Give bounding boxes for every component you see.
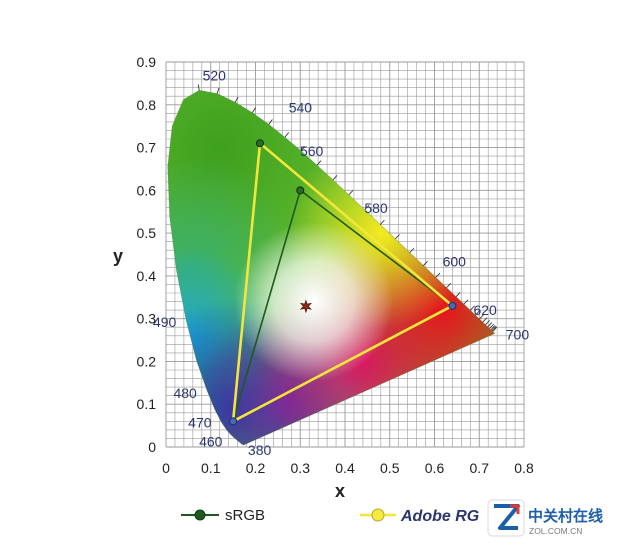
y-axis-title: y — [113, 246, 123, 266]
y-tick-label: 0.9 — [137, 54, 157, 70]
x-tick-label: 0.2 — [246, 460, 266, 476]
y-tick-label: 0.7 — [137, 140, 157, 156]
locus-tick — [492, 326, 498, 332]
wavelength-label-480: 480 — [173, 385, 197, 401]
locus-tick — [409, 247, 415, 253]
x-tick-label: 0.3 — [291, 460, 311, 476]
locus-tick — [395, 234, 400, 240]
locus-tick — [216, 87, 220, 94]
x-axis-title: x — [335, 481, 345, 501]
locus-tick — [234, 96, 239, 103]
x-tick-label: 0.6 — [425, 460, 445, 476]
axis-tick-labels: 0 0.1 0.2 0.3 0.4 0.5 0.6 0.7 0.8 0 0.1 0.2 0.3 0.4 0.… — [137, 54, 534, 476]
locus-tick — [423, 260, 428, 266]
y-tick-label: 0.5 — [137, 225, 157, 241]
locus-tick — [489, 323, 494, 329]
locus-tick — [251, 107, 256, 113]
wavelength-label-600: 600 — [443, 254, 467, 270]
wavelength-label-700: 700 — [506, 327, 530, 343]
wavelength-label-560: 560 — [300, 143, 324, 159]
locus-tick — [316, 160, 322, 166]
primary-points — [229, 139, 457, 426]
x-tick-label: 0.7 — [470, 460, 490, 476]
y-tick-label: 0.2 — [137, 353, 157, 369]
legend-adobe-marker — [371, 508, 385, 522]
locus-tick — [379, 219, 385, 225]
legend-srgb-marker — [194, 509, 206, 521]
gamut-triangles — [231, 142, 454, 423]
locus-tick — [364, 205, 370, 210]
srgb-green-primary-point — [296, 186, 305, 195]
red-primary-point — [448, 301, 457, 310]
zol-logo-icon — [487, 499, 525, 537]
y-tick-label: 0.4 — [137, 268, 157, 284]
wavelength-label-380: 380 — [248, 442, 272, 458]
legend: sRGB Adobe RG — [181, 507, 479, 525]
x-tick-label: 0.4 — [335, 460, 355, 476]
locus-tick — [482, 317, 488, 323]
locus-tick — [348, 190, 354, 196]
y-tick-label: 0.8 — [137, 97, 157, 113]
y-tick-label: 0.3 — [137, 311, 157, 327]
locus-tick — [485, 320, 490, 325]
wavelength-labels: 380 460 470 480 490 520 540 560 580 600 620 700 — [153, 67, 529, 458]
legend-adobe-label: Adobe RG — [400, 508, 479, 525]
legend-item-srgb: sRGB — [181, 507, 265, 524]
y-tick-label: 0.1 — [137, 396, 157, 412]
locus-tick — [435, 272, 441, 278]
watermark-en: ZOL.COM.CN — [529, 526, 582, 536]
blue-primary-point — [229, 417, 238, 426]
locus-tick — [491, 326, 497, 332]
y-tick-label: 0 — [148, 439, 156, 455]
legend-item-adobe: Adobe RG — [360, 508, 479, 525]
adobe-green-primary-point — [255, 139, 264, 148]
y-tick-label: 0.6 — [137, 182, 157, 198]
wavelength-label-580: 580 — [364, 200, 388, 216]
locus-tick — [268, 119, 273, 125]
x-tick-label: 0 — [162, 460, 170, 476]
locus-tick — [332, 175, 338, 181]
x-tick-label: 0.5 — [380, 460, 400, 476]
wavelength-label-620: 620 — [473, 302, 497, 318]
x-tick-label: 0.1 — [201, 460, 221, 476]
wavelength-label-470: 470 — [188, 414, 212, 430]
wavelength-label-490: 490 — [153, 314, 177, 330]
x-tick-label: 0.8 — [514, 460, 534, 476]
locus-tick — [470, 305, 475, 311]
locus-tick — [487, 322, 493, 328]
wavelength-label-520: 520 — [203, 67, 227, 83]
locus-tick — [490, 325, 496, 331]
white-point-marker — [299, 299, 312, 314]
locus-tick — [300, 146, 306, 152]
locus-tick — [455, 292, 461, 297]
triangle-adobe-rgb — [231, 142, 454, 423]
spectral-locus-ticks — [197, 84, 498, 332]
legend-srgb-label: sRGB — [225, 507, 265, 524]
locus-tick — [284, 132, 290, 138]
locus-tick — [463, 299, 469, 305]
locus-tick — [197, 84, 200, 91]
locus-tick — [446, 283, 452, 288]
watermark-cn: 中关村在线 — [528, 507, 603, 525]
wavelength-label-460: 460 — [199, 433, 223, 449]
white-point — [299, 299, 312, 314]
locus-tick — [479, 314, 484, 320]
wavelength-label-540: 540 — [289, 99, 313, 115]
locus-tick — [475, 310, 480, 316]
zol-watermark: 中关村在线 ZOL.COM.CN — [487, 499, 603, 537]
